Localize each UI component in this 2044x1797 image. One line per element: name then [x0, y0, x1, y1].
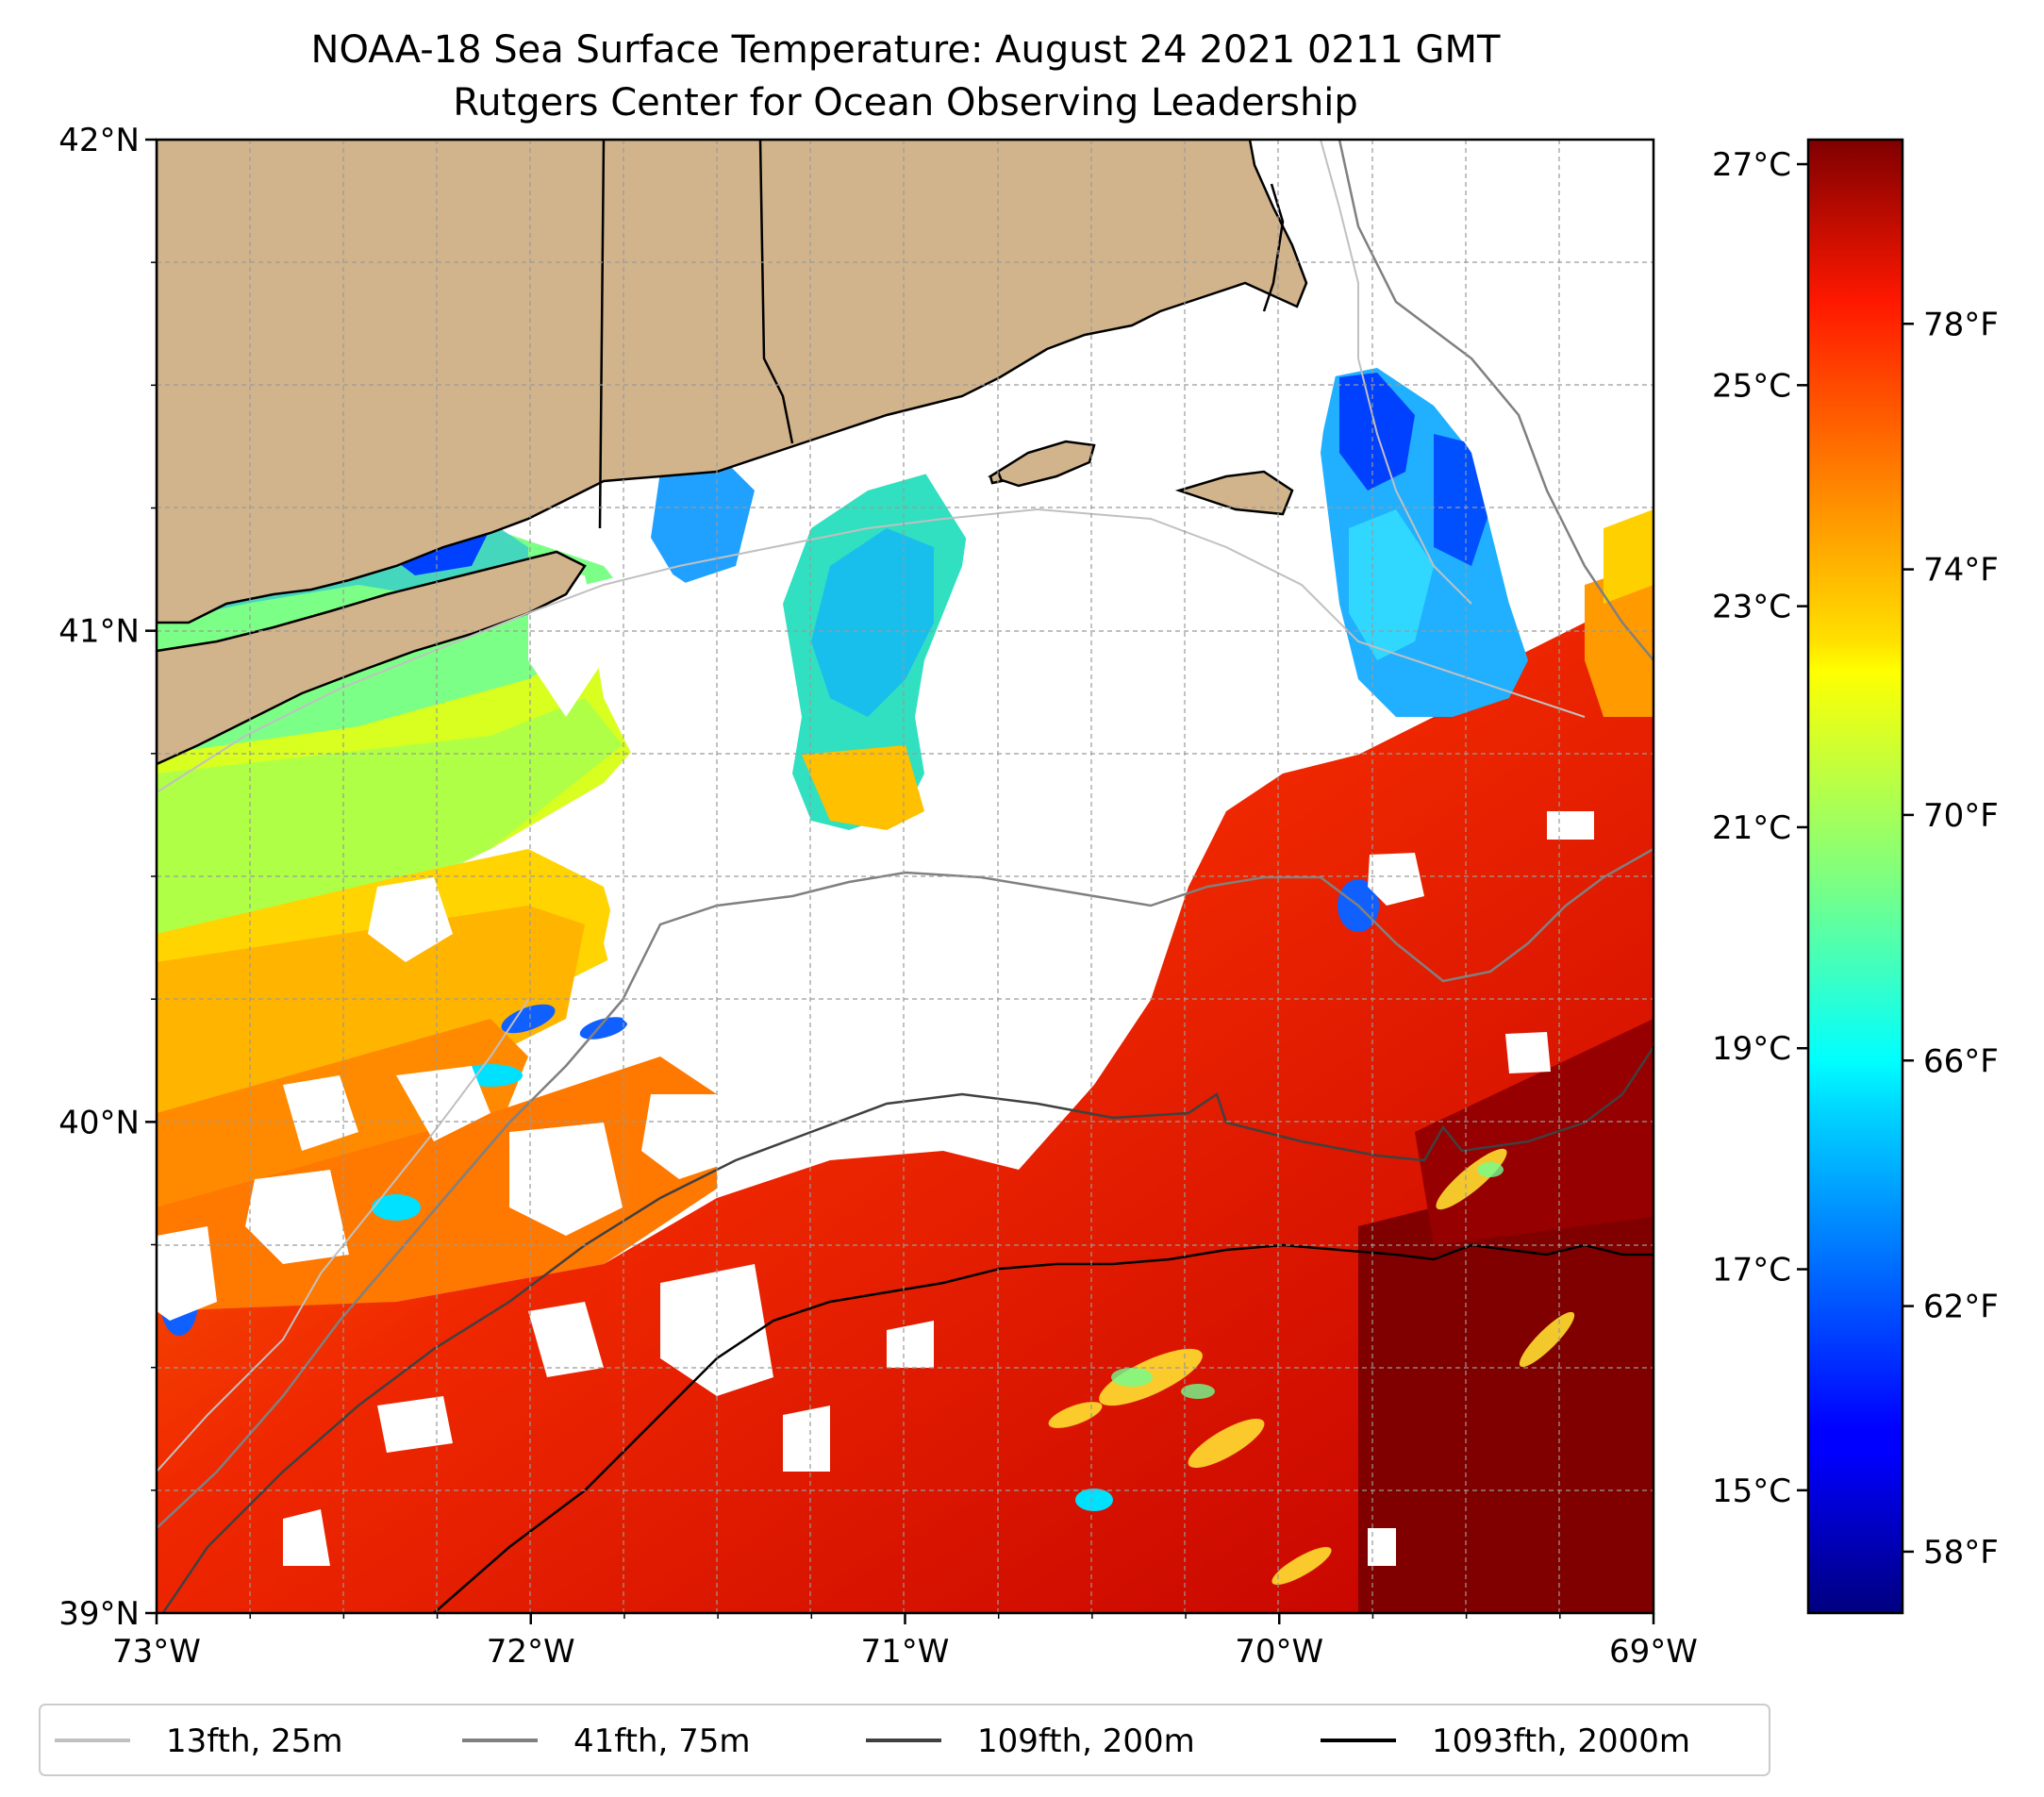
fahrenheit-tick-label: 62°F — [1923, 1289, 1999, 1326]
celsius-tick-label: 25°C — [1712, 367, 1791, 405]
bathymetry-contours — [157, 140, 1653, 1613]
fahrenheit-tick-label: 58°F — [1923, 1534, 1999, 1572]
fahrenheit-tick-label: 66°F — [1923, 1042, 1999, 1080]
colorbar-celsius-axis: 27°C 25°C 23°C 21°C 19°C 17°C 15°C — [1712, 146, 1808, 1510]
lat-tick-label: 41°N — [58, 613, 140, 651]
legend-label: 41fth, 75m — [573, 1722, 751, 1760]
celsius-tick-label: 17°C — [1712, 1252, 1791, 1290]
map-title-line1: NOAA-18 Sea Surface Temperature: August … — [311, 28, 1501, 72]
fahrenheit-tick-label: 74°F — [1923, 552, 1999, 590]
lat-tick-label: 42°N — [58, 122, 140, 159]
latitude-axis: 42°N 41°N 40°N 39°N — [58, 122, 157, 1633]
legend-label: 109fth, 200m — [977, 1722, 1195, 1760]
celsius-tick-label: 21°C — [1712, 809, 1791, 847]
lon-tick-label: 72°W — [487, 1633, 575, 1671]
map-gridlines — [157, 140, 1653, 1613]
colorbar-fahrenheit-axis: 78°F 74°F 70°F 66°F 62°F 58°F — [1903, 306, 1999, 1572]
colorbar-gradient — [1806, 138, 1904, 1615]
lat-tick-label: 39°N — [58, 1595, 140, 1633]
lon-tick-label: 71°W — [861, 1633, 950, 1671]
colorbar: 27°C 25°C 23°C 21°C 19°C 17°C 15°C 78°F 74°F 70°… — [1712, 138, 1999, 1615]
land — [157, 140, 1308, 766]
map-plot-area — [157, 140, 1653, 1613]
celsius-tick-label: 15°C — [1712, 1473, 1791, 1510]
lon-tick-label: 70°W — [1235, 1633, 1323, 1671]
lon-tick-label: 73°W — [112, 1633, 201, 1671]
celsius-tick-label: 27°C — [1712, 146, 1791, 184]
celsius-tick-label: 23°C — [1712, 589, 1791, 626]
bathymetry-legend: 13fth, 25m 41fth, 75m 109fth, 200m 1093fth,… — [39, 1704, 1770, 1776]
fahrenheit-tick-label: 78°F — [1923, 306, 1999, 343]
fahrenheit-tick-label: 70°F — [1923, 797, 1999, 835]
lat-tick-label: 40°N — [58, 1104, 140, 1141]
map-title-line2: Rutgers Center for Ocean Observing Leade… — [453, 81, 1358, 125]
lon-tick-label: 69°W — [1609, 1633, 1698, 1671]
legend-label: 1093fth, 2000m — [1432, 1722, 1690, 1760]
legend-label: 13fth, 25m — [166, 1722, 343, 1760]
celsius-tick-label: 19°C — [1712, 1030, 1791, 1068]
longitude-axis: 73°W 72°W 71°W 70°W 69°W — [112, 1613, 1698, 1671]
